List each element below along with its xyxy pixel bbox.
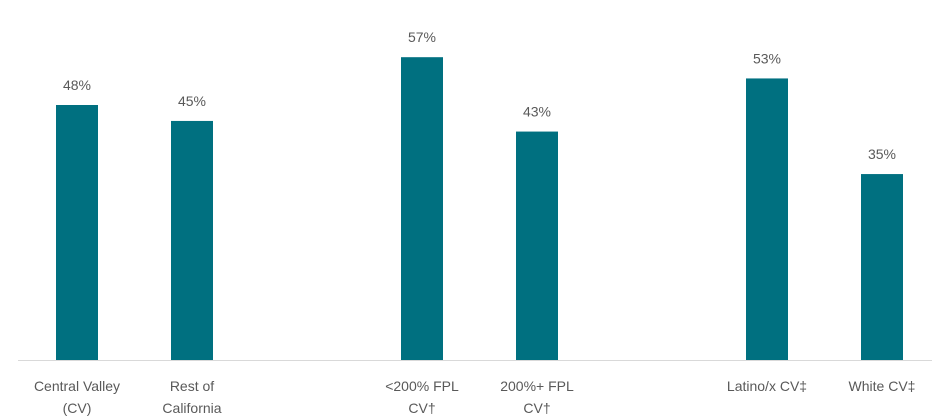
bar-value-label: 57% (408, 29, 436, 45)
bar-value-label: 53% (753, 50, 781, 66)
category-label: Latino/x CV‡ (727, 378, 807, 394)
category-label: Rest of (170, 378, 214, 394)
category-label: CV† (523, 400, 550, 416)
category-label: Central Valley (34, 378, 120, 394)
bar (861, 174, 903, 360)
bar-value-label: 45% (178, 93, 206, 109)
bar (56, 105, 98, 360)
bar (746, 78, 788, 360)
category-label: <200% FPL (385, 378, 459, 394)
bar-value-label: 43% (523, 104, 551, 120)
bar (516, 131, 558, 360)
bar (171, 120, 213, 360)
category-label: (CV) (63, 400, 92, 416)
bar (401, 57, 443, 360)
category-label: White CV‡ (849, 378, 916, 394)
labels-layer: 48% Central Valley (CV) 45% Rest of Californi… (34, 29, 916, 416)
bar-value-label: 35% (868, 146, 896, 162)
category-label: 200%+ FPL (500, 378, 574, 394)
bars-layer (56, 57, 903, 360)
category-label: CV† (408, 400, 435, 416)
bar-value-label: 48% (63, 77, 91, 93)
category-label: California (162, 400, 221, 416)
